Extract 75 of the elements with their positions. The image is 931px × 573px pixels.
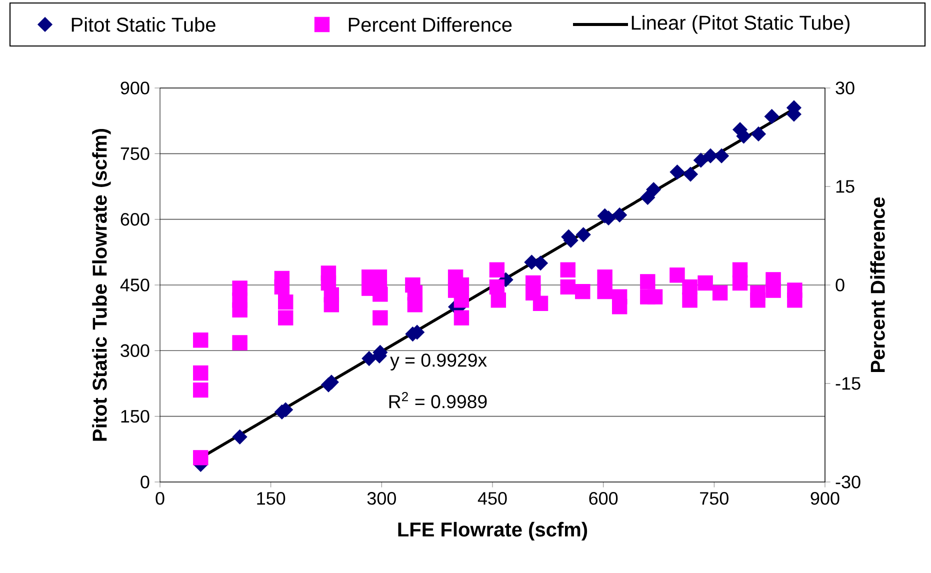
x-tick-label: 750	[700, 492, 728, 505]
point	[324, 374, 339, 390]
point	[362, 351, 377, 366]
x-tick-label: 0	[156, 492, 164, 505]
point	[683, 166, 698, 182]
point	[193, 332, 208, 348]
point	[278, 310, 294, 326]
x-tick-label: 600	[589, 492, 618, 505]
point	[278, 294, 294, 310]
y2-tick-label: 0	[836, 278, 844, 292]
point	[750, 292, 766, 308]
point	[597, 284, 612, 300]
point	[640, 274, 656, 290]
y-axis-title: Pitot Static Tube Flowrate (scfm)	[92, 128, 111, 441]
point	[232, 335, 248, 350]
point	[693, 152, 708, 168]
point	[490, 292, 506, 308]
x-axis-title: LFE Flowrate (scfm)	[398, 522, 588, 541]
y2-tick-label: -15	[836, 377, 860, 390]
point	[670, 164, 685, 180]
point	[454, 292, 470, 308]
point	[193, 450, 208, 466]
point	[232, 302, 248, 318]
point	[454, 310, 470, 326]
y-tick-label: 600	[120, 212, 150, 226]
point	[698, 275, 713, 291]
point	[232, 429, 248, 444]
point	[670, 268, 685, 283]
point	[647, 289, 663, 304]
point	[682, 292, 698, 308]
y-tick-label: 0	[140, 476, 150, 488]
x-tick-label: 900	[810, 492, 840, 505]
y-tick-label: 900	[120, 82, 150, 94]
point	[560, 262, 576, 278]
point	[714, 148, 729, 164]
point	[732, 275, 748, 291]
legend-label: Linear (Pitot Static Tube)	[632, 15, 850, 34]
y-tick-label: 750	[120, 147, 150, 160]
y-tick-label: 150	[121, 410, 150, 423]
point	[274, 279, 290, 295]
point	[751, 126, 766, 142]
legend-label: Percent Difference	[348, 17, 512, 32]
annotation: y = 0.9929x	[390, 354, 487, 370]
point	[597, 270, 612, 285]
point	[489, 262, 505, 278]
y-tick-label: 300	[120, 344, 150, 358]
y-tick-label: 450	[120, 278, 150, 292]
point	[703, 148, 718, 164]
point	[372, 286, 388, 302]
point	[612, 208, 628, 222]
point	[576, 227, 591, 242]
point	[612, 299, 628, 314]
point	[787, 292, 802, 308]
point	[407, 297, 423, 312]
x-tick-label: 300	[367, 492, 396, 505]
point	[193, 382, 208, 398]
legend-label: Pitot Static Tube	[72, 17, 216, 32]
point	[712, 285, 728, 300]
point	[193, 365, 208, 381]
y2-tick-label: -30	[836, 476, 860, 488]
point	[324, 297, 340, 312]
y2-tick-label: 30	[836, 82, 854, 94]
point	[532, 296, 548, 311]
point	[560, 279, 576, 295]
x-tick-label: 450	[478, 492, 507, 505]
point	[640, 190, 656, 205]
point	[764, 109, 780, 124]
point	[575, 284, 590, 300]
y2-tick-label: 15	[836, 180, 854, 193]
point	[766, 282, 781, 298]
point	[646, 182, 662, 197]
annotation: R$^{2}$ = 0.9989	[389, 392, 487, 408]
point	[372, 310, 388, 326]
x-tick-label: 150	[257, 492, 286, 505]
y2-axis-title: Percent Difference	[870, 197, 885, 372]
